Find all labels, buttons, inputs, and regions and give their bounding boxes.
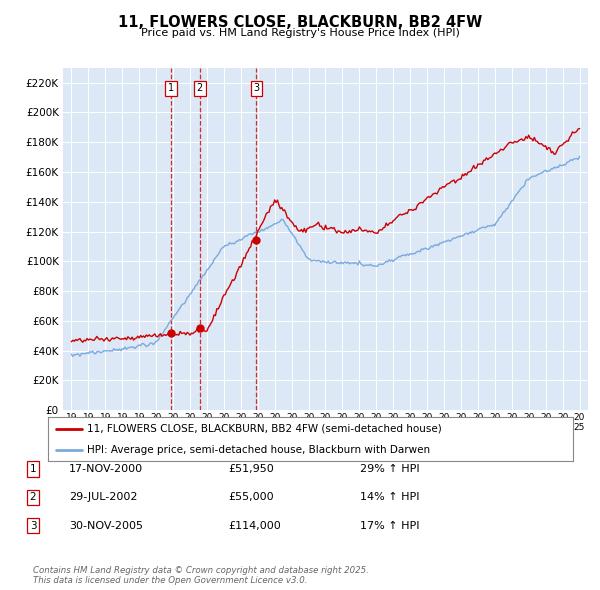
Text: 3: 3 [29, 521, 37, 530]
Text: 17% ↑ HPI: 17% ↑ HPI [360, 521, 419, 530]
Text: 1: 1 [29, 464, 37, 474]
Text: 11, FLOWERS CLOSE, BLACKBURN, BB2 4FW: 11, FLOWERS CLOSE, BLACKBURN, BB2 4FW [118, 15, 482, 30]
Text: 2: 2 [29, 493, 37, 502]
Text: 29-JUL-2002: 29-JUL-2002 [69, 493, 137, 502]
Text: Contains HM Land Registry data © Crown copyright and database right 2025.
This d: Contains HM Land Registry data © Crown c… [33, 566, 369, 585]
Text: 2: 2 [197, 83, 203, 93]
Text: £114,000: £114,000 [228, 521, 281, 530]
Text: 14% ↑ HPI: 14% ↑ HPI [360, 493, 419, 502]
Text: HPI: Average price, semi-detached house, Blackburn with Darwen: HPI: Average price, semi-detached house,… [88, 445, 431, 455]
Text: 1: 1 [168, 83, 174, 93]
Text: 3: 3 [253, 83, 259, 93]
Text: Price paid vs. HM Land Registry's House Price Index (HPI): Price paid vs. HM Land Registry's House … [140, 28, 460, 38]
Text: £55,000: £55,000 [228, 493, 274, 502]
Text: 17-NOV-2000: 17-NOV-2000 [69, 464, 143, 474]
Text: 30-NOV-2005: 30-NOV-2005 [69, 521, 143, 530]
Text: £51,950: £51,950 [228, 464, 274, 474]
Text: 29% ↑ HPI: 29% ↑ HPI [360, 464, 419, 474]
Text: 11, FLOWERS CLOSE, BLACKBURN, BB2 4FW (semi-detached house): 11, FLOWERS CLOSE, BLACKBURN, BB2 4FW (s… [88, 424, 442, 434]
